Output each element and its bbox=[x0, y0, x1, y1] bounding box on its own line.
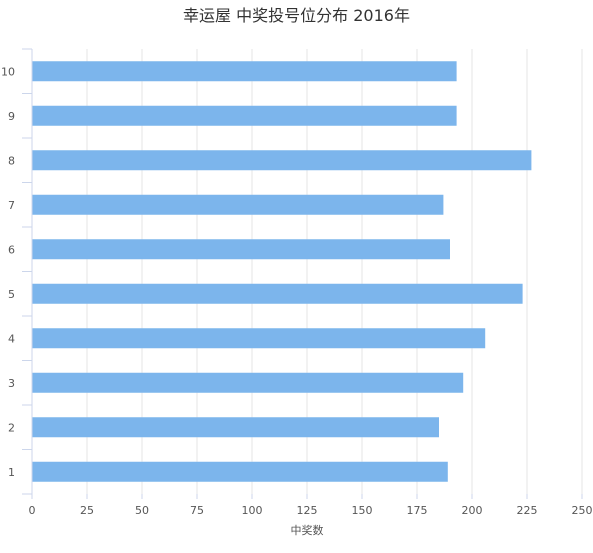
x-tick-label: 50 bbox=[135, 504, 149, 517]
y-axis: 1 2 3 4 5 6 7 8 9 10 bbox=[1, 48, 33, 495]
bars bbox=[32, 61, 532, 482]
y-tick-label: 1 bbox=[8, 466, 15, 479]
x-tick-label: 125 bbox=[297, 504, 318, 517]
bar-8[interactable] bbox=[32, 150, 532, 171]
x-tick-label: 0 bbox=[29, 504, 36, 517]
x-tick-label: 225 bbox=[517, 504, 538, 517]
x-tick-label: 200 bbox=[462, 504, 483, 517]
chart-title: 幸运屋 中奖投号位分布 2016年 bbox=[183, 6, 410, 25]
x-axis: 0 25 50 75 100 125 150 175 200 225 250 bbox=[29, 494, 593, 517]
y-tick-label: 3 bbox=[8, 377, 15, 390]
y-tick-label: 2 bbox=[8, 421, 15, 434]
bar-5[interactable] bbox=[32, 283, 523, 304]
y-tick-label: 9 bbox=[8, 110, 15, 123]
bar-2[interactable] bbox=[32, 417, 439, 438]
bar-7[interactable] bbox=[32, 194, 444, 215]
y-tick-label: 6 bbox=[8, 243, 15, 256]
x-tick-label: 100 bbox=[242, 504, 263, 517]
y-tick-label: 8 bbox=[8, 154, 15, 167]
bar-1[interactable] bbox=[32, 461, 448, 482]
bar-9[interactable] bbox=[32, 105, 457, 126]
x-tick-label: 150 bbox=[352, 504, 373, 517]
x-tick-label: 75 bbox=[190, 504, 204, 517]
y-tick-label: 7 bbox=[8, 199, 15, 212]
bar-3[interactable] bbox=[32, 372, 464, 393]
bar-6[interactable] bbox=[32, 239, 450, 260]
bar-10[interactable] bbox=[32, 61, 457, 82]
x-tick-label: 250 bbox=[572, 504, 593, 517]
y-tick-label: 5 bbox=[8, 288, 15, 301]
y-tick-label: 10 bbox=[1, 65, 15, 78]
y-tick-label: 4 bbox=[8, 332, 15, 345]
x-axis-title: 中奖数 bbox=[291, 523, 324, 537]
x-tick-label: 175 bbox=[407, 504, 428, 517]
bar-4[interactable] bbox=[32, 328, 486, 349]
x-tick-label: 25 bbox=[80, 504, 94, 517]
